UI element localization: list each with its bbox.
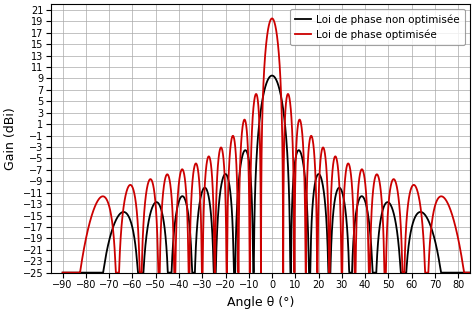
Loi de phase non optimisée xyxy=(60,271,65,275)
Loi de phase optimisée xyxy=(446,203,451,206)
X-axis label: Angle θ (°): Angle θ (°) xyxy=(227,296,294,309)
Loi de phase non optimisée xyxy=(62,271,67,275)
Loi de phase non optimisée xyxy=(84,271,90,275)
Loi de phase optimisée xyxy=(77,271,82,275)
Line: Loi de phase optimisée: Loi de phase optimisée xyxy=(63,18,470,273)
Loi de phase optimisée xyxy=(140,244,146,248)
Loi de phase non optimisée xyxy=(446,271,451,275)
Loi de phase non optimisée xyxy=(467,271,473,275)
Loi de phase optimisée xyxy=(467,271,473,275)
Loi de phase non optimisée xyxy=(259,102,264,106)
Line: Loi de phase non optimisée: Loi de phase non optimisée xyxy=(63,75,470,273)
Loi de phase optimisée xyxy=(84,232,90,236)
Loi de phase optimisée xyxy=(62,271,67,275)
Legend: Loi de phase non optimisée, Loi de phase optimisée: Loi de phase non optimisée, Loi de phase… xyxy=(290,9,465,45)
Loi de phase non optimisée xyxy=(77,271,82,275)
Loi de phase non optimisée xyxy=(140,271,146,275)
Loi de phase non optimisée xyxy=(269,74,275,77)
Loi de phase optimisée xyxy=(60,271,65,275)
Loi de phase optimisée xyxy=(269,17,275,20)
Loi de phase optimisée xyxy=(259,146,264,150)
Y-axis label: Gain (dBi): Gain (dBi) xyxy=(4,107,17,170)
